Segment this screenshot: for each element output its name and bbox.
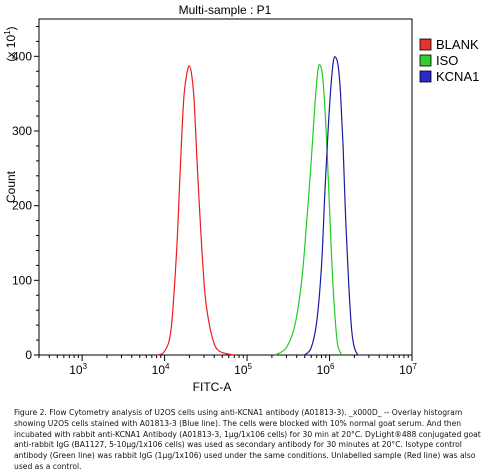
plot-frame bbox=[38, 18, 413, 356]
y-tick-label: 300 bbox=[12, 124, 32, 138]
series-line-iso bbox=[274, 64, 343, 356]
histogram-series bbox=[156, 56, 359, 356]
axis-ticks: 0 100 200 300 400 103 104 105 106 107 bbox=[12, 25, 417, 377]
y-tick-label: 100 bbox=[12, 273, 32, 287]
figure-caption: Figure 2. Flow Cytometry analysis of U2O… bbox=[14, 408, 481, 471]
y-tick-label: 400 bbox=[12, 49, 32, 63]
y-axis-label: Count bbox=[4, 170, 18, 203]
y-tick-label: 200 bbox=[12, 199, 32, 213]
legend-label-blank: BLANK bbox=[436, 37, 479, 52]
legend-swatch-iso bbox=[419, 54, 432, 67]
flow-cytometry-chart: Multi-sample : P1 FITC-A Count (x 101) 0… bbox=[3, 3, 479, 394]
x-axis-label: FITC-A bbox=[193, 380, 232, 394]
x-tick-label: 104 bbox=[152, 362, 170, 377]
x-tick-label: 103 bbox=[69, 362, 87, 377]
x-tick-label: 106 bbox=[317, 362, 335, 377]
series-line-kcna1 bbox=[304, 56, 359, 356]
legend-label-iso: ISO bbox=[436, 53, 458, 68]
legend-swatch-kcna1 bbox=[419, 70, 432, 83]
series-line-blank bbox=[156, 65, 235, 356]
legend-label-kcna1: KCNA1 bbox=[436, 69, 479, 84]
y-scale-factor: (x 101) bbox=[3, 26, 18, 61]
chart-title: Multi-sample : P1 bbox=[179, 3, 272, 17]
y-tick-label: 0 bbox=[25, 348, 32, 362]
x-tick-label: 107 bbox=[399, 362, 417, 377]
x-tick-label: 105 bbox=[234, 362, 252, 377]
legend-swatch-blank bbox=[419, 38, 432, 51]
